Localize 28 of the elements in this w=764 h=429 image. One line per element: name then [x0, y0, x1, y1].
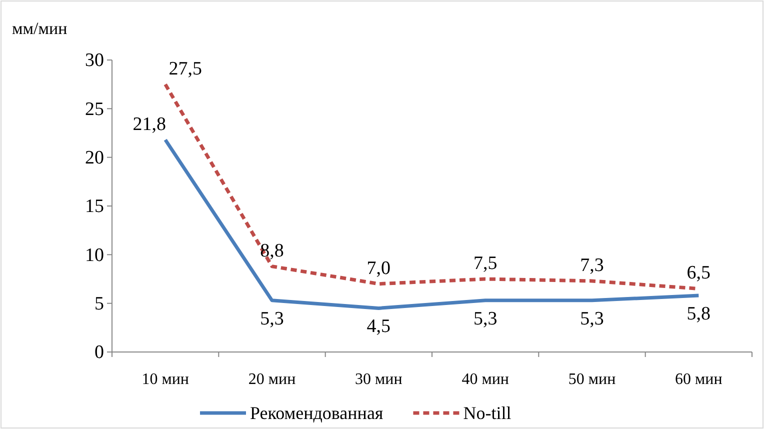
- legend-label: Рекомендованная: [250, 403, 384, 423]
- legend-label: No-till: [463, 403, 512, 423]
- y-tick-label: 10: [85, 244, 104, 266]
- x-tick-label: 10 мин: [142, 371, 190, 388]
- data-label: 5,8: [686, 304, 711, 325]
- y-tick-label: 15: [85, 196, 104, 218]
- y-tick-label: 20: [85, 147, 104, 168]
- data-label: 5,3: [260, 308, 284, 330]
- y-tick-label: 25: [85, 98, 104, 120]
- x-tick-label: 20 мин: [248, 371, 296, 388]
- data-label: 5,3: [473, 308, 498, 330]
- x-tick-label: 40 мин: [462, 371, 510, 388]
- data-label: 4,5: [366, 316, 391, 338]
- data-label: 5,3: [580, 308, 604, 330]
- data-label: 27,5: [168, 58, 202, 80]
- x-tick-label: 50 мин: [568, 371, 616, 388]
- x-tick-label: 30 мин: [355, 371, 403, 388]
- data-label: 7,3: [580, 254, 604, 276]
- data-label: 6,5: [686, 262, 711, 284]
- data-label: 8,8: [260, 240, 284, 262]
- data-label: 7,5: [473, 253, 498, 274]
- y-tick-label: 30: [85, 50, 104, 72]
- y-axis-title: мм/мин: [12, 19, 68, 38]
- data-label: 7,0: [366, 258, 391, 279]
- data-label: 21,8: [132, 114, 166, 135]
- y-tick-label: 5: [94, 293, 104, 314]
- x-tick-label: 60 мин: [675, 371, 723, 388]
- y-tick-label: 0: [94, 342, 104, 364]
